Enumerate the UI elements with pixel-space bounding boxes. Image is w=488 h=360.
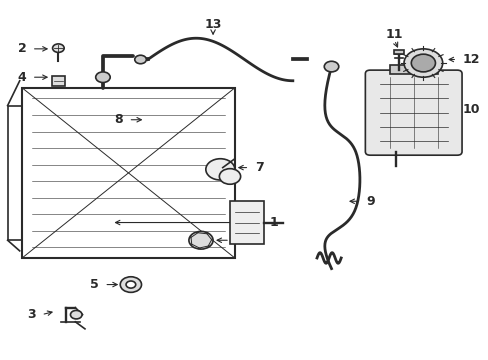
Text: 6: 6 <box>235 234 244 247</box>
Circle shape <box>410 54 435 72</box>
Circle shape <box>135 55 146 64</box>
Bar <box>229 201 264 244</box>
Circle shape <box>219 168 240 184</box>
Bar <box>393 50 403 54</box>
Circle shape <box>205 159 234 180</box>
Circle shape <box>126 281 136 288</box>
Circle shape <box>188 231 213 249</box>
Bar <box>22 88 234 258</box>
FancyBboxPatch shape <box>365 70 461 155</box>
Circle shape <box>120 277 141 292</box>
Text: 4: 4 <box>18 71 26 84</box>
Text: 2: 2 <box>18 42 26 55</box>
Text: 1: 1 <box>268 216 277 229</box>
Circle shape <box>70 310 82 319</box>
Text: 3: 3 <box>27 308 36 321</box>
Text: 5: 5 <box>90 278 99 291</box>
Bar <box>389 65 437 74</box>
Circle shape <box>53 44 64 53</box>
Circle shape <box>96 72 110 82</box>
Text: 10: 10 <box>462 103 480 116</box>
Text: 11: 11 <box>385 28 402 41</box>
Text: 8: 8 <box>114 113 123 126</box>
Circle shape <box>403 49 442 77</box>
Text: 12: 12 <box>462 53 480 66</box>
Bar <box>52 76 65 86</box>
Text: 13: 13 <box>204 18 222 31</box>
Circle shape <box>324 61 338 72</box>
Text: 9: 9 <box>365 195 374 208</box>
Text: 7: 7 <box>254 161 263 174</box>
